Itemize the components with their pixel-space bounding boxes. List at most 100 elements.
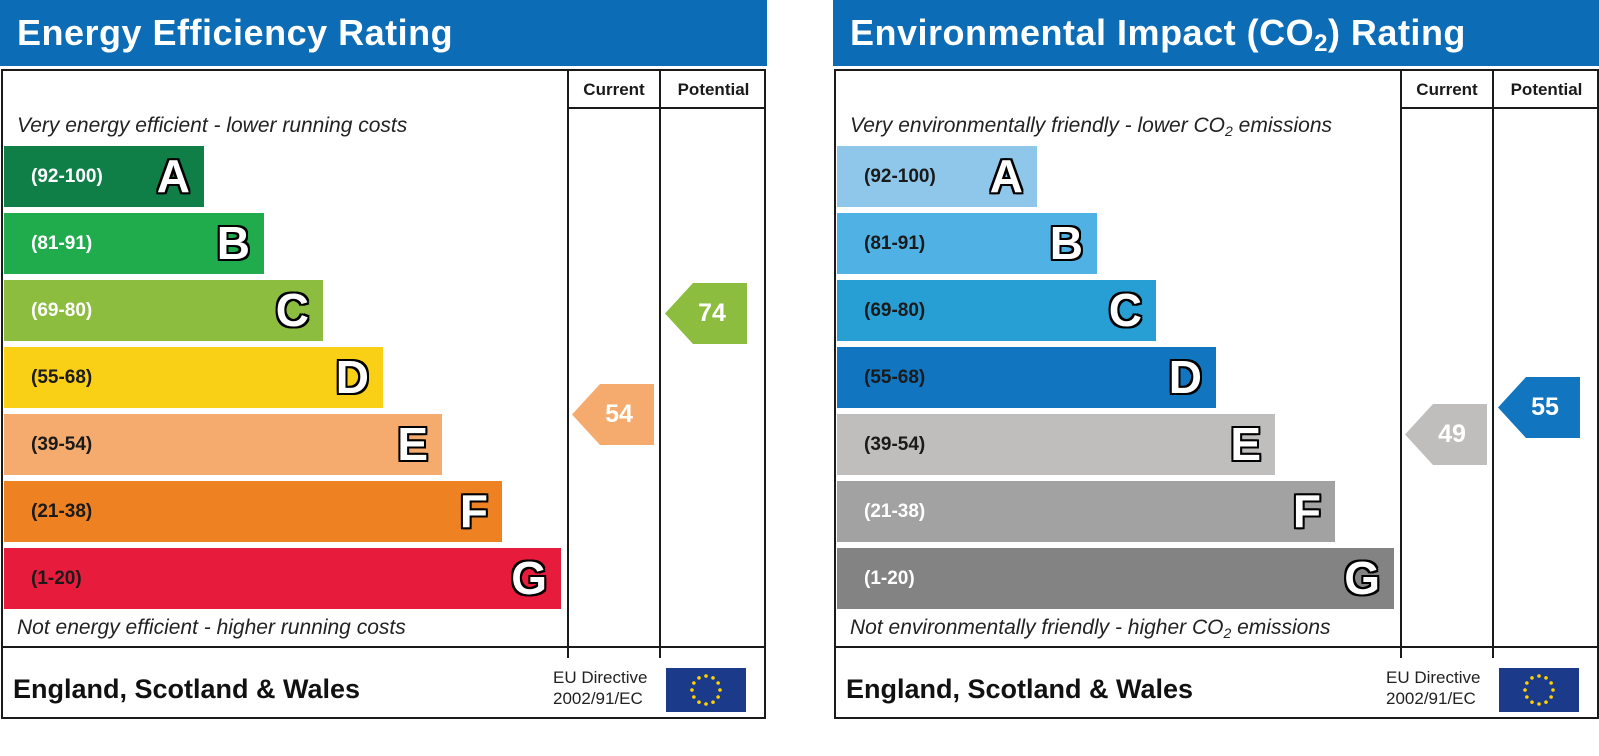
eu-star [718,688,722,692]
current-rating-value: 49 [1438,420,1466,448]
band-range-label: (69-80) [31,300,93,321]
rating-band-c: (69-80) C [4,280,323,341]
eu-star [1530,676,1534,680]
eu-star [704,702,708,706]
band-letter: F [1292,485,1321,537]
band-letter: B [1049,217,1083,269]
band-letter: G [1344,552,1380,604]
potential-rating-value: 55 [1531,393,1559,421]
eu-star [1537,674,1541,678]
column-header-current: Current [583,80,645,99]
environmental-impact-panel: Environmental Impact (CO2) Rating Curren… [833,0,1599,720]
eu-star [716,695,720,699]
band-letter: C [275,284,309,336]
band-range-label: (81-91) [864,233,926,254]
eu-star [711,676,715,680]
potential-rating-pointer: 74 [665,283,747,344]
rating-band-b: (81-91) B [837,213,1097,274]
rating-band-e: (39-54) E [837,414,1275,475]
panel-title: Environmental Impact (CO2) Rating [833,0,1599,66]
eu-star [1537,702,1541,706]
rating-frame: Current Potential Very energy efficient … [1,69,766,719]
band-range-label: (39-54) [31,434,93,455]
column-header-current: Current [1416,80,1478,99]
eu-flag-icon [1499,668,1579,712]
rating-band-g: (1-20) G [4,548,561,609]
eu-directive-label: EU Directive 2002/91/EC [1386,668,1481,708]
eu-star [716,681,720,685]
footer-divider [3,646,764,648]
column-divider [1400,71,1402,658]
pointer-arrow-shape [1498,377,1580,438]
band-range-label: (92-100) [864,166,936,187]
column-divider [659,71,661,658]
rating-band-g: (1-20) G [837,548,1394,609]
pointer-arrow-shape [572,384,654,445]
top-note: Very environmentally friendly - lower CO… [850,114,1333,139]
eu-star [1551,688,1555,692]
pointer-arrow-shape [1405,404,1487,465]
rating-band-f: (21-38) F [4,481,502,542]
rating-band-d: (55-68) D [837,347,1216,408]
band-range-label: (55-68) [864,367,926,388]
column-header-potential: Potential [677,80,750,99]
eu-star [1525,695,1529,699]
region-label: England, Scotland & Wales [13,674,361,704]
eu-flag-icon [666,668,746,712]
top-note: Very energy efficient - lower running co… [17,114,408,137]
region-label: England, Scotland & Wales [846,674,1194,704]
band-letter: E [1230,418,1261,470]
current-rating-pointer: 49 [1405,404,1487,465]
rating-band-d: (55-68) D [4,347,383,408]
eu-star [692,695,696,699]
rating-band-f: (21-38) F [837,481,1335,542]
eu-star [1544,700,1548,704]
eu-star [690,688,694,692]
band-range-label: (21-38) [31,501,93,522]
band-range-label: (55-68) [31,367,93,388]
eu-star [1549,681,1553,685]
footer-divider [836,646,1597,648]
eu-star [1523,688,1527,692]
bottom-note: Not environmentally friendly - higher CO… [850,616,1331,641]
band-range-label: (39-54) [864,434,926,455]
band-range-label: (1-20) [864,568,915,589]
eu-star [1544,676,1548,680]
potential-rating-value: 74 [698,299,726,327]
band-range-label: (92-100) [31,166,103,187]
rating-band-b: (81-91) B [4,213,264,274]
panel-title: Energy Efficiency Rating [0,0,767,66]
current-rating-pointer: 54 [572,384,654,445]
rating-band-a: (92-100) A [837,146,1037,207]
rating-frame: Current Potential Very environmentally f… [834,69,1599,719]
header-divider [567,107,766,109]
eu-directive-label: EU Directive 2002/91/EC [553,668,648,708]
band-range-label: (21-38) [864,501,926,522]
band-letter: G [511,552,547,604]
band-letter: E [397,418,428,470]
column-header-potential: Potential [1510,80,1583,99]
current-rating-value: 54 [605,400,633,428]
band-range-label: (1-20) [31,568,82,589]
rating-band-a: (92-100) A [4,146,204,207]
band-letter: F [459,485,488,537]
header-divider [1400,107,1599,109]
energy-efficiency-panel: Energy Efficiency Rating Current Potenti… [0,0,767,720]
band-range-label: (69-80) [864,300,926,321]
rating-band-e: (39-54) E [4,414,442,475]
rating-band-c: (69-80) C [837,280,1156,341]
eu-star [697,676,701,680]
band-letter: D [335,351,369,403]
potential-rating-pointer: 55 [1498,377,1580,438]
column-divider [567,71,569,658]
band-letter: A [156,150,190,202]
band-letter: D [1168,351,1202,403]
eu-star [692,681,696,685]
eu-star [1525,681,1529,685]
column-divider [1492,71,1494,658]
band-letter: B [216,217,250,269]
eu-star [711,700,715,704]
pointer-arrow-shape [665,283,747,344]
band-letter: A [989,150,1023,202]
band-range-label: (81-91) [31,233,93,254]
